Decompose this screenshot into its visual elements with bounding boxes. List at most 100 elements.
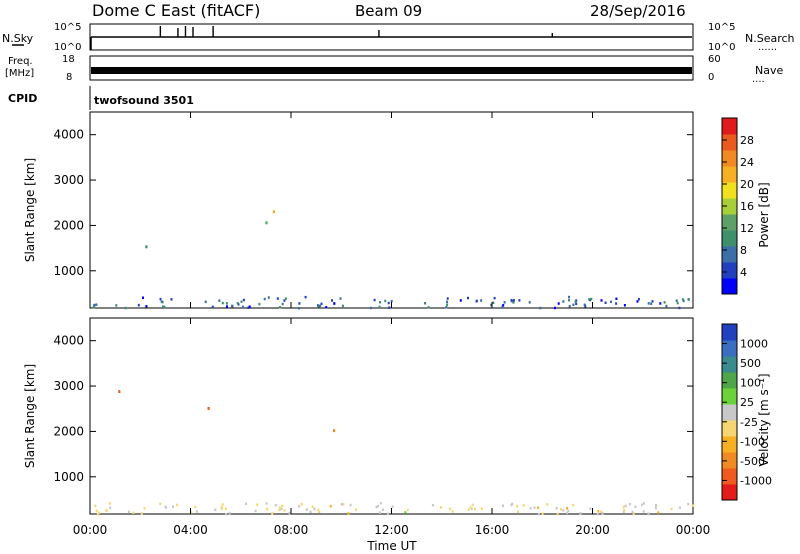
ground-scatter-cell <box>446 300 449 304</box>
ground-scatter-cell <box>288 511 291 515</box>
ground-scatter-cell <box>127 510 130 513</box>
ground-scatter-cell <box>678 306 681 310</box>
beam-label: Beam 09 <box>355 2 422 20</box>
ground-scatter-cell <box>557 302 560 305</box>
nsearch-label: N.Search <box>745 32 795 45</box>
velocity-cbar-label: Velocity [m s⁻¹] <box>757 373 771 466</box>
ground-scatter-cell <box>604 301 607 304</box>
ground-scatter-cell <box>589 507 592 510</box>
ground-scatter-cell <box>681 298 684 301</box>
colorbar-segment <box>722 134 737 151</box>
ground-scatter-cell <box>258 302 261 306</box>
ground-scatter-cell <box>124 306 127 310</box>
ground-scatter-cell <box>492 301 495 304</box>
ground-scatter-cell <box>650 302 653 305</box>
colorbar-segment <box>722 182 737 199</box>
ground-scatter-cell <box>528 301 531 304</box>
ground-scatter-cell <box>384 299 387 303</box>
ground-scatter-cell <box>278 508 281 512</box>
colorbar-tick-label: 24 <box>740 156 754 169</box>
data-cell <box>333 429 336 433</box>
ground-scatter-cell <box>225 302 228 305</box>
ground-scatter-cell <box>676 301 679 305</box>
ground-scatter-cell <box>459 299 462 302</box>
ground-scatter-cell <box>610 300 612 304</box>
xtick-label: 20:00 <box>575 523 610 537</box>
ground-scatter-cell <box>431 504 434 507</box>
colorbar-segment <box>722 468 737 485</box>
ground-scatter-cell <box>642 510 645 513</box>
ground-scatter-cell <box>562 509 565 512</box>
ground-scatter-cell <box>256 503 259 506</box>
ground-scatter-cell <box>654 504 657 507</box>
noise-trace <box>90 26 692 50</box>
colorbar-tick-label: -500 <box>740 455 765 468</box>
ground-scatter-cell <box>622 505 625 509</box>
freq-ytick-bottom: 8 <box>66 72 72 83</box>
data-cell <box>272 210 275 214</box>
power-ylabel: Slant Range [km] <box>23 158 37 262</box>
ground-scatter-cell <box>404 511 407 514</box>
colorbar-tick-label: 25 <box>740 396 754 409</box>
ground-scatter-cell <box>691 504 694 507</box>
colorbar-segment <box>722 262 737 279</box>
ytick-label: 3000 <box>53 379 84 393</box>
colorbar-tick-label: 12 <box>740 222 754 235</box>
ground-scatter-cell <box>517 510 520 513</box>
colorbar-tick-label: -25 <box>740 416 758 429</box>
data-cell <box>207 406 210 410</box>
ground-scatter-cell <box>665 304 668 308</box>
ground-scatter-cell <box>267 296 270 299</box>
ground-scatter-cell <box>340 503 343 506</box>
ground-scatter-cell <box>237 303 240 306</box>
ground-scatter-cell <box>305 508 308 511</box>
ground-scatter-cell <box>631 510 634 514</box>
nave-ytick-bottom: 0 <box>708 72 714 83</box>
ground-scatter-cell <box>449 507 451 511</box>
velocity-axes: 1000 2000 3000 4000 <box>53 318 694 514</box>
ground-scatter-cell <box>637 298 640 301</box>
ground-scatter-cell <box>533 506 536 509</box>
ground-scatter-cell <box>572 503 575 507</box>
ground-scatter-cell <box>162 305 164 308</box>
ground-scatter-cell <box>220 505 223 509</box>
ground-scatter-cell <box>647 302 650 305</box>
ground-scatter-cell <box>559 508 562 511</box>
ground-scatter-cell <box>380 501 383 505</box>
ground-scatter-cell <box>628 502 631 506</box>
ground-scatter-cell <box>96 513 99 516</box>
ground-scatter-cell <box>623 508 626 512</box>
ground-scatter-cell <box>588 298 591 301</box>
ground-scatter-cell <box>687 502 690 506</box>
ground-scatter-cell <box>377 504 380 508</box>
cpid-value: twofsound 3501 <box>94 94 194 107</box>
ground-scatter-cell <box>342 503 345 506</box>
ground-scatter-cell <box>109 506 112 510</box>
ground-scatter-cell <box>263 297 266 301</box>
ground-scatter-cell <box>211 305 214 309</box>
xtick-label: 08:00 <box>274 523 309 537</box>
freq-panel <box>89 55 694 81</box>
ground-scatter-cell <box>390 299 393 303</box>
ground-scatter-cell <box>678 506 681 509</box>
ground-scatter-cell <box>537 512 540 516</box>
ground-scatter-cell <box>379 301 382 304</box>
ground-scatter-cell <box>300 502 303 506</box>
ground-scatter-cell <box>276 297 279 300</box>
colorbar-segment <box>722 372 737 389</box>
colorbar-segment <box>722 324 737 341</box>
xtick-label: 04:00 <box>173 523 208 537</box>
ground-scatter-cell <box>471 503 474 507</box>
xaxis-label: Time UT <box>366 539 417 553</box>
ground-scatter-cell <box>451 510 454 513</box>
nave-label: Nave <box>755 64 783 77</box>
ground-scatter-cell <box>387 301 390 305</box>
ground-scatter-cell <box>220 507 223 511</box>
ground-scatter-cell <box>115 304 118 307</box>
ground-scatter-cell <box>382 508 384 511</box>
ytick-label: 1000 <box>53 264 84 278</box>
noise-ytick-bottom-right: 10^0 <box>708 42 735 53</box>
nsky-label: N.Sky <box>2 32 34 45</box>
ground-scatter-cell <box>218 299 221 302</box>
ground-scatter-cell <box>195 510 198 513</box>
